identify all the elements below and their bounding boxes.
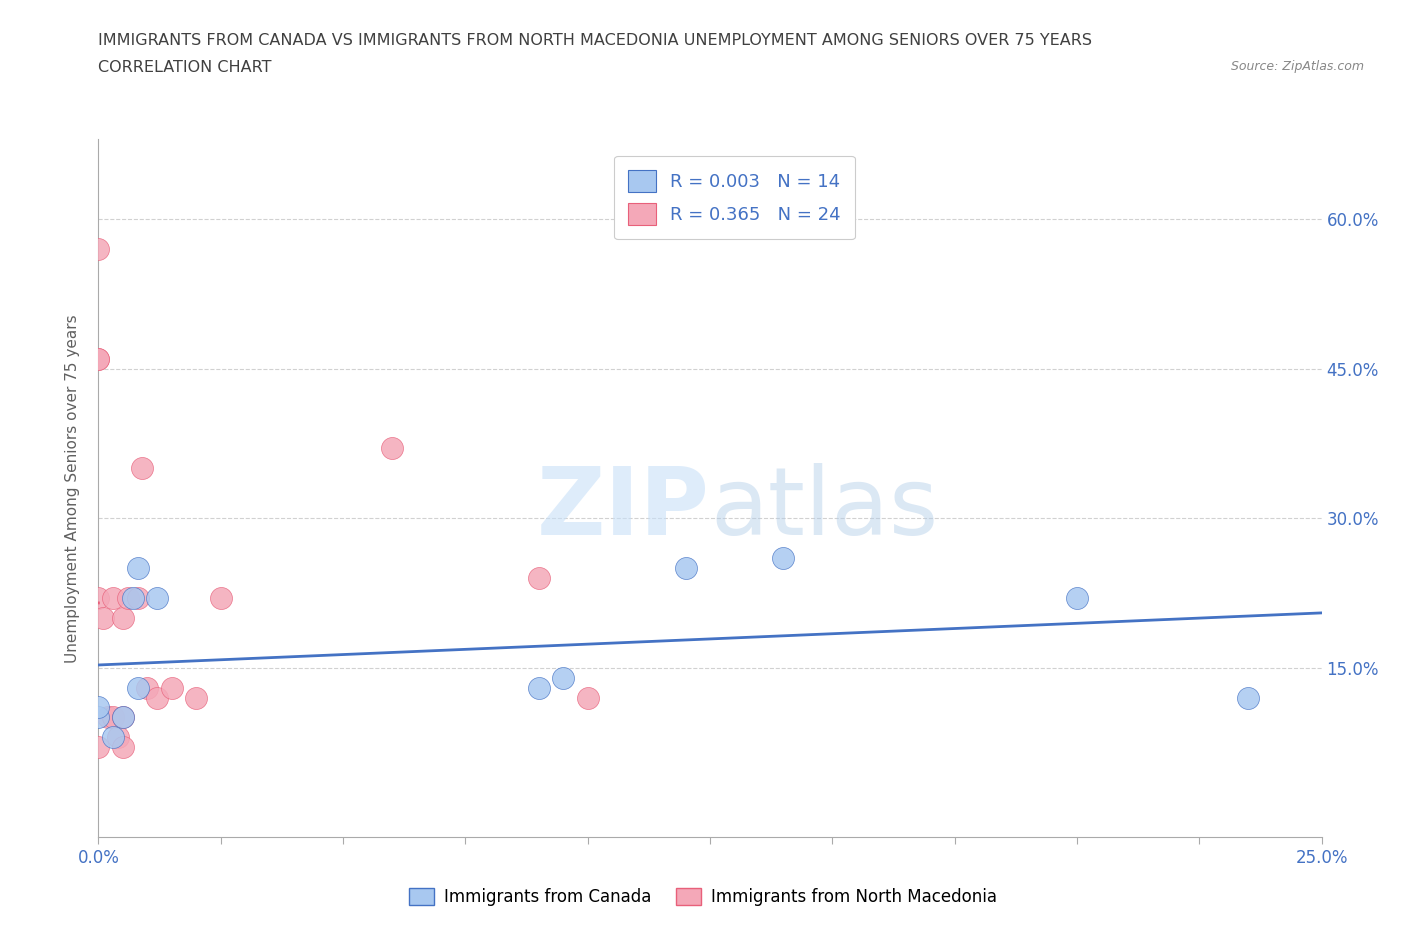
Point [87, 242, 110, 257]
Point [127, 591, 149, 605]
Point [146, 591, 169, 605]
Point [87, 700, 110, 715]
Legend: R = 0.003   N = 14, R = 0.365   N = 24: R = 0.003 N = 14, R = 0.365 N = 24 [614, 155, 855, 239]
Point [127, 680, 149, 695]
Point [772, 551, 794, 565]
Point [111, 710, 134, 724]
Y-axis label: Unemployment Among Seniors over 75 years: Unemployment Among Seniors over 75 years [65, 314, 80, 662]
Point [186, 690, 208, 705]
Point [209, 591, 232, 605]
Point [1237, 690, 1260, 705]
Point [160, 680, 183, 695]
Point [97, 710, 120, 724]
Point [111, 610, 134, 625]
Point [675, 561, 697, 576]
Point [101, 710, 124, 724]
Point [117, 591, 139, 605]
Point [146, 690, 169, 705]
Point [87, 352, 110, 366]
Point [527, 570, 550, 585]
Point [527, 680, 550, 695]
Point [91, 610, 114, 625]
Point [127, 561, 149, 576]
Text: CORRELATION CHART: CORRELATION CHART [98, 60, 271, 75]
Text: ZIP: ZIP [537, 463, 710, 555]
Point [553, 671, 575, 685]
Point [87, 591, 110, 605]
Point [121, 591, 143, 605]
Point [576, 690, 599, 705]
Legend: Immigrants from Canada, Immigrants from North Macedonia: Immigrants from Canada, Immigrants from … [402, 881, 1004, 912]
Point [1066, 591, 1088, 605]
Text: IMMIGRANTS FROM CANADA VS IMMIGRANTS FROM NORTH MACEDONIA UNEMPLOYMENT AMONG SEN: IMMIGRANTS FROM CANADA VS IMMIGRANTS FRO… [98, 33, 1092, 47]
Point [111, 740, 134, 755]
Text: Source: ZipAtlas.com: Source: ZipAtlas.com [1230, 60, 1364, 73]
Point [131, 461, 153, 476]
Point [101, 591, 124, 605]
Point [136, 680, 159, 695]
Point [111, 710, 134, 724]
Point [87, 352, 110, 366]
Point [101, 730, 124, 745]
Text: atlas: atlas [710, 463, 938, 555]
Point [107, 730, 129, 745]
Point [381, 441, 404, 456]
Point [87, 710, 110, 724]
Point [87, 740, 110, 755]
